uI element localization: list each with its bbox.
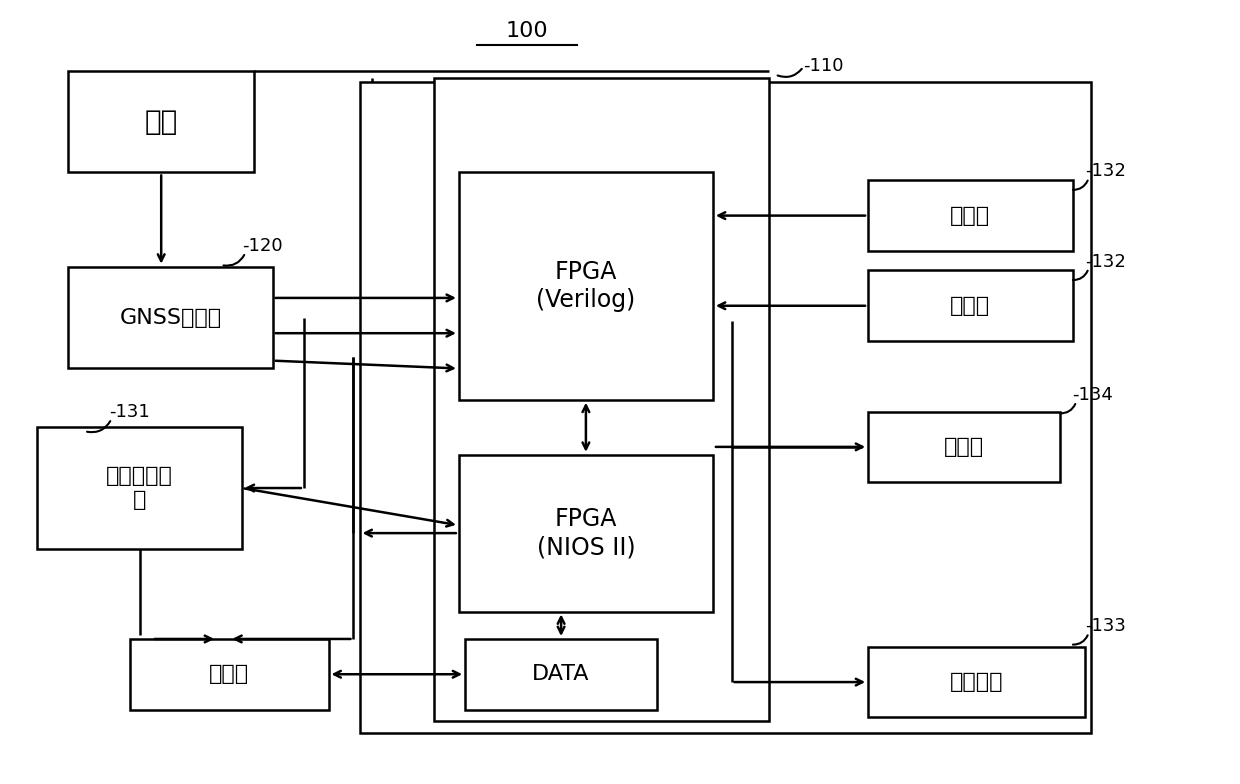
Bar xyxy=(868,412,1060,482)
Text: -120: -120 xyxy=(242,237,283,255)
Text: 编码器: 编码器 xyxy=(950,296,991,316)
Bar xyxy=(68,71,254,172)
Bar xyxy=(360,82,1091,733)
Bar xyxy=(459,455,713,612)
Text: 上位机: 上位机 xyxy=(210,664,249,684)
Text: 扫描仪: 扫描仪 xyxy=(944,437,985,457)
Bar xyxy=(434,78,769,721)
Text: -132: -132 xyxy=(1085,162,1126,180)
Bar xyxy=(868,180,1073,251)
Text: FPGA
(Verilog): FPGA (Verilog) xyxy=(536,260,636,312)
Text: DATA: DATA xyxy=(532,664,590,684)
Text: 100: 100 xyxy=(506,21,548,42)
Text: 天线: 天线 xyxy=(145,107,177,136)
Text: -132: -132 xyxy=(1085,252,1126,270)
Text: -133: -133 xyxy=(1085,617,1126,635)
Text: -110: -110 xyxy=(804,56,844,74)
Text: FPGA
(NIOS II): FPGA (NIOS II) xyxy=(537,507,635,559)
Bar xyxy=(37,427,242,549)
Text: 惯性测量单
元: 惯性测量单 元 xyxy=(107,466,172,510)
Bar xyxy=(68,267,273,368)
Bar xyxy=(130,639,329,710)
Bar xyxy=(459,172,713,400)
Bar xyxy=(868,647,1085,717)
Text: -131: -131 xyxy=(109,403,150,421)
Text: 编码器: 编码器 xyxy=(950,205,991,226)
Bar xyxy=(868,270,1073,341)
Text: 照相设备: 照相设备 xyxy=(950,672,1003,692)
Text: GNSS接收机: GNSS接收机 xyxy=(119,307,222,328)
Text: -134: -134 xyxy=(1073,386,1114,404)
Bar xyxy=(465,639,657,710)
